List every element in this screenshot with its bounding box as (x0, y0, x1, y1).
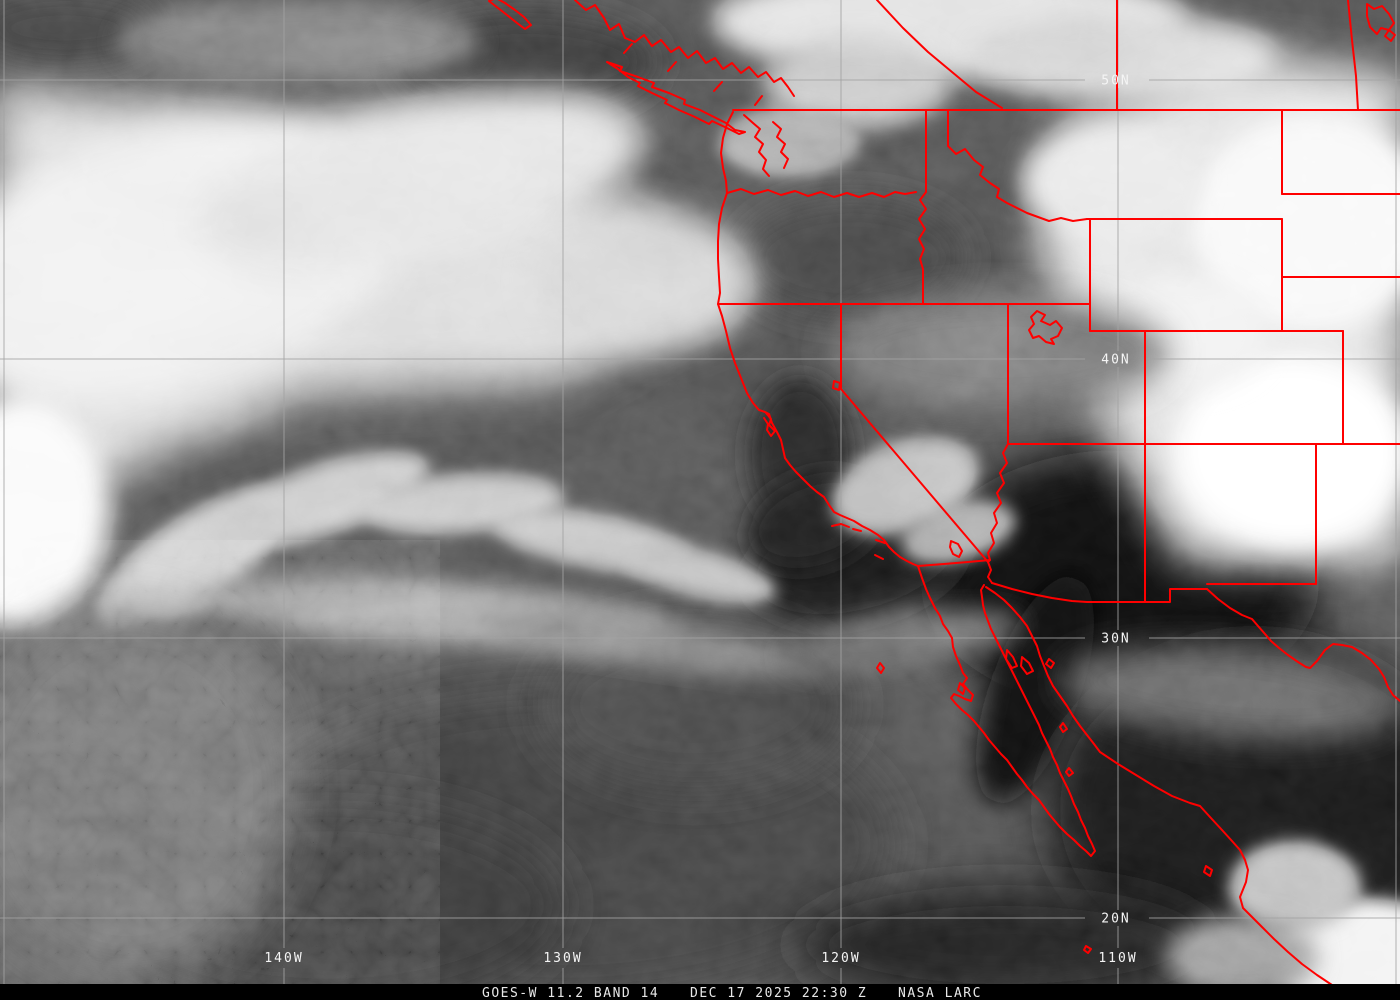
bc-fjord-inlets (623, 43, 763, 106)
caption-timestamp: DEC 17 2025 22:30 Z (690, 986, 867, 1000)
caption-bar: GOES-W 11.2 BAND 14 DEC 17 2025 22:30 Z … (0, 984, 1400, 1000)
manitoba-lakes-outline (1366, 3, 1396, 42)
baja-california-outline (917, 565, 1096, 857)
idaho-montana-border (947, 109, 1088, 222)
longitude-label-110w: 110W (1098, 951, 1137, 966)
rio-grande-border (1206, 588, 1400, 702)
caption-credit: NASA LARC (898, 986, 982, 1000)
gulf-of-california-islands (1005, 649, 1074, 777)
longitude-label-130w: 130W (543, 951, 582, 966)
mexico-mainland-coastline (985, 586, 1357, 1000)
graticule-labels: 50N 40N 30N 20N 140W 130W 120W 110W (264, 74, 1137, 967)
california-nevada-border (840, 303, 989, 563)
us-mexico-border-east (991, 582, 1208, 603)
caption-instrument: GOES-W 11.2 BAND 14 (482, 986, 659, 1000)
haida-gwaii-islands (488, 0, 532, 30)
canada-boundaries (488, 0, 1400, 177)
longitude-label-140w: 140W (264, 951, 303, 966)
puget-sound-inlets (743, 114, 789, 177)
oregon-coastline (717, 192, 728, 305)
longitude-label-120w: 120W (821, 951, 860, 966)
latitude-label-30n: 30N (1101, 632, 1130, 647)
cedros-island (957, 682, 966, 695)
us-coastline-and-state-borders (717, 109, 1400, 603)
saskatchewan-manitoba-border (1347, 0, 1359, 111)
sinaloa-coastal-island (1203, 865, 1213, 877)
snake-river-oregon-idaho-border (918, 191, 927, 305)
latitude-label-20n: 20N (1101, 912, 1130, 927)
mexico-boundaries (876, 559, 1400, 1000)
caption-background (0, 984, 1400, 1000)
guadalupe-island (876, 662, 885, 674)
great-salt-lake-outline (1028, 310, 1063, 345)
salton-sea-outline (949, 540, 963, 558)
us-mexico-border-west (917, 559, 991, 567)
washington-coastline (720, 111, 734, 194)
lake-tahoe-outline (832, 380, 841, 391)
vancouver-island-outline (606, 61, 746, 135)
channel-islands (831, 523, 886, 560)
latitude-label-40n: 40N (1101, 353, 1130, 368)
bc-alberta-border (876, 0, 1003, 109)
san-francisco-bay-outline (763, 412, 776, 437)
islas-marias (1083, 945, 1092, 954)
california-coastline (717, 303, 919, 567)
colorado-river-border (987, 443, 1009, 584)
british-columbia-coastline (574, 0, 795, 97)
latitude-label-50n: 50N (1101, 74, 1130, 89)
columbia-river-border (726, 188, 917, 198)
map-boundary-overlay (488, 0, 1400, 1000)
